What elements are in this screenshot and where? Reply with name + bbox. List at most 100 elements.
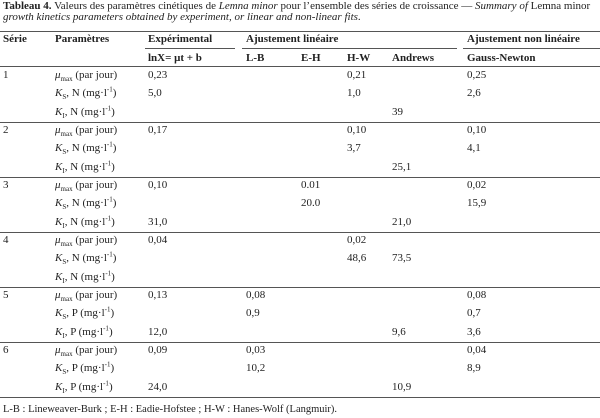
parameter-symbol: K: [55, 142, 63, 155]
parameter-text: , P (mg·l: [64, 325, 104, 338]
value-cell: 12,0: [148, 325, 168, 338]
parameter-text: ): [111, 160, 115, 173]
rule: [0, 66, 600, 67]
value-cell: 3,6: [467, 325, 481, 338]
parameter-subscript: max: [60, 185, 73, 194]
parameter-text: , P (mg·l: [64, 380, 104, 393]
parameter-text: ): [112, 252, 117, 265]
rule: [0, 287, 600, 288]
value-cell: 3,7: [347, 142, 361, 155]
column-header: lnX= μt + b: [148, 52, 202, 64]
parameter-text: , N (mg·l: [64, 160, 106, 173]
value-cell: 0,10: [347, 124, 367, 136]
rule: [0, 31, 600, 32]
value-cell: 0,04: [467, 344, 487, 356]
value-cell: 0,09: [148, 344, 168, 356]
value-cell: 20.0: [301, 197, 321, 210]
parameter-symbol: μ: [55, 344, 61, 356]
value-cell: 0,13: [148, 289, 168, 301]
parameter-text: , N (mg·l: [64, 215, 106, 228]
value-cell: 73,5: [392, 252, 412, 265]
value-cell: 0,02: [347, 234, 367, 246]
rule: [0, 177, 600, 178]
value-cell: 39: [392, 105, 403, 118]
parameter-text: ): [108, 325, 113, 338]
parameter-superscript: -1: [106, 250, 113, 259]
parameter-symbol: K: [55, 307, 63, 320]
header-cell: Ajustement linéaire: [246, 33, 339, 45]
parameter-superscript: -1: [105, 214, 112, 223]
caption-text: growth kinetics parameters obtained by e…: [3, 10, 358, 23]
parameter-subscript: S: [62, 203, 67, 212]
caption-text: .: [357, 10, 361, 23]
parameter-subscript: max: [60, 350, 73, 359]
caption-text: Valeurs des paramètres cinétiques de: [51, 0, 219, 12]
parameter-text: , P (mg·l: [66, 362, 105, 375]
parameter-text: ): [108, 380, 113, 393]
parameter-text: ): [111, 105, 115, 118]
parameter-symbol: μ: [55, 124, 61, 136]
value-cell: 25,1: [392, 160, 412, 173]
value-cell: 1,0: [347, 87, 361, 100]
parameter-superscript: -1: [105, 159, 112, 168]
parameter-text: (par jour): [72, 69, 118, 81]
parameter: KI, P (mg·l-1): [55, 325, 113, 340]
parameter-text: (par jour): [72, 234, 118, 246]
parameter-symbol: μ: [55, 289, 61, 301]
value-cell: 4,1: [467, 142, 481, 155]
rule: [145, 48, 235, 49]
parameter-subscript: I: [62, 166, 65, 175]
parameter-subscript: S: [62, 93, 67, 102]
series-label: 4: [3, 234, 9, 246]
parameter-text: ): [111, 270, 115, 283]
parameter: KS, N (mg·l-1): [55, 86, 117, 102]
parameter-subscript: max: [60, 130, 73, 139]
caption: Tableau 4. Valeurs des paramètres cinéti…: [3, 0, 597, 23]
value-cell: 0,23: [148, 69, 168, 81]
parameter: KS, N (mg·l-1): [55, 250, 117, 266]
value-cell: 21,0: [392, 215, 412, 228]
parameter-symbol: K: [55, 105, 63, 118]
footnote: L-B : Lineweaver-Burk ; E-H : Eadie-Hofs…: [3, 404, 338, 415]
rule: [0, 232, 600, 233]
parameter-superscript: -1: [104, 360, 111, 369]
parameter-symbol: K: [55, 197, 63, 210]
parameter-subscript: I: [62, 386, 65, 395]
caption-text: pour l’ensemble des séries de croissance…: [277, 0, 476, 12]
value-cell: 0,08: [246, 289, 266, 301]
parameter-text: ): [110, 307, 115, 320]
rule: [0, 397, 600, 398]
series-label: 3: [3, 179, 9, 191]
caption-label: Tableau 4.: [3, 0, 52, 12]
rule: [463, 48, 600, 49]
parameter-subscript: I: [62, 331, 65, 340]
column-header: Andrews: [392, 52, 434, 64]
parameter-symbol: K: [55, 380, 63, 393]
parameter-subscript: S: [62, 148, 67, 157]
value-cell: 8,9: [467, 362, 481, 375]
value-cell: 31,0: [148, 215, 168, 228]
value-cell: 48,6: [347, 252, 367, 265]
parameter: μmax (par jour): [55, 69, 118, 83]
value-cell: 5,0: [148, 87, 162, 100]
parameter-subscript: max: [60, 240, 73, 249]
parameter-subscript: I: [62, 221, 65, 230]
value-cell: 0,02: [467, 179, 487, 191]
parameter-text: , N (mg·l: [66, 87, 107, 100]
parameter-symbol: K: [55, 270, 63, 283]
parameter-symbol: K: [55, 160, 63, 173]
value-cell: 0.01: [301, 179, 321, 191]
value-cell: 0,08: [467, 289, 487, 301]
parameter-text: ): [112, 87, 117, 100]
parameter-text: , N (mg·l: [64, 105, 106, 118]
parameter-text: (par jour): [72, 344, 118, 356]
series-label: 2: [3, 124, 9, 136]
parameter-text: , P (mg·l: [66, 307, 105, 320]
parameter: KI, N (mg·l-1): [55, 214, 115, 230]
parameter-symbol: K: [55, 252, 63, 265]
parameter-text: ): [111, 215, 115, 228]
value-cell: 2,6: [467, 87, 481, 100]
parameter: KS, N (mg·l-1): [55, 196, 116, 212]
parameter-symbol: K: [55, 362, 63, 375]
